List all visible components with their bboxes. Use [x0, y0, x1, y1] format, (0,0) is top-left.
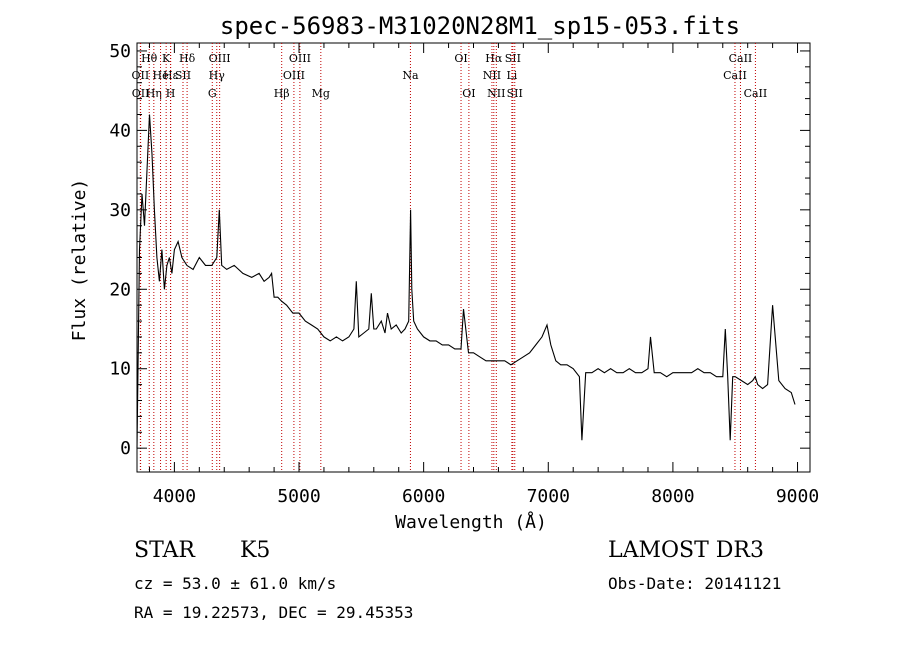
line-label: G [208, 87, 217, 100]
object-class: STAR [134, 538, 195, 563]
x-axis-ticks: 4000 5000 6000 7000 8000 9000 [148, 43, 819, 507]
x-tick-label: 8000 [651, 486, 694, 507]
line-label: Hα [485, 52, 503, 65]
x-axis-label: Wavelength (Å) [395, 511, 547, 533]
line-label: OIII [289, 52, 311, 65]
coordinates: RA = 19.22573, DEC = 29.45353 [134, 603, 414, 622]
x-tick-label: 4000 [153, 486, 196, 507]
x-tick-label: 9000 [776, 486, 819, 507]
plot-frame [136, 42, 811, 473]
line-label: Hγ [209, 69, 226, 82]
y-tick-label: 40 [109, 120, 131, 141]
y-tick-label: 30 [109, 200, 131, 221]
line-label: CaII [723, 69, 747, 82]
line-label: OII [132, 87, 150, 100]
line-label: OI [462, 87, 475, 100]
line-label: NII [483, 69, 501, 82]
x-tick-label: 6000 [402, 486, 445, 507]
y-axis-ticks: 0 10 20 30 40 50 [109, 41, 810, 459]
line-label: OIII [283, 69, 305, 82]
line-label: OIII [209, 52, 231, 65]
y-tick-label: 20 [109, 279, 131, 300]
survey-name: LAMOST DR3 [608, 538, 764, 563]
line-label: SII [505, 52, 521, 65]
chart-title: spec-56983-M31020N28M1_sp15-053.fits [220, 12, 740, 40]
x-tick-label: 5000 [277, 486, 320, 507]
object-subclass: K5 [240, 538, 271, 563]
line-label: SII [507, 87, 523, 100]
y-axis-label: Flux (relative) [69, 179, 90, 342]
y-tick-label: 0 [120, 438, 131, 459]
line-label: CaII [729, 52, 753, 65]
line-label: Hθ [141, 52, 158, 65]
line-label: He [153, 69, 169, 82]
y-tick-label: 10 [109, 359, 131, 380]
line-label: OI [454, 52, 467, 65]
line-label: OII [132, 69, 150, 82]
x-tick-label: 7000 [527, 486, 570, 507]
redshift-text: cz = 53.0 ± 61.0 km/s [134, 574, 337, 593]
line-label: Hε [163, 69, 179, 82]
line-label: Na [402, 69, 419, 82]
y-tick-label: 50 [109, 41, 131, 62]
line-label: SII [175, 69, 191, 82]
obs-date: Obs-Date: 20141121 [608, 574, 782, 593]
line-label: K [162, 52, 171, 65]
line-label: Mg [312, 87, 330, 100]
spectrum-line-flux [136, 114, 796, 449]
line-label: Li [506, 69, 517, 82]
line-label: CaII [744, 87, 768, 100]
line-label: NII [487, 87, 505, 100]
spectrum-series [136, 114, 796, 449]
line-label: Hη [146, 87, 162, 100]
line-label: Hδ [179, 52, 196, 65]
line-label: H [166, 87, 176, 100]
line-label: Hβ [274, 87, 290, 100]
